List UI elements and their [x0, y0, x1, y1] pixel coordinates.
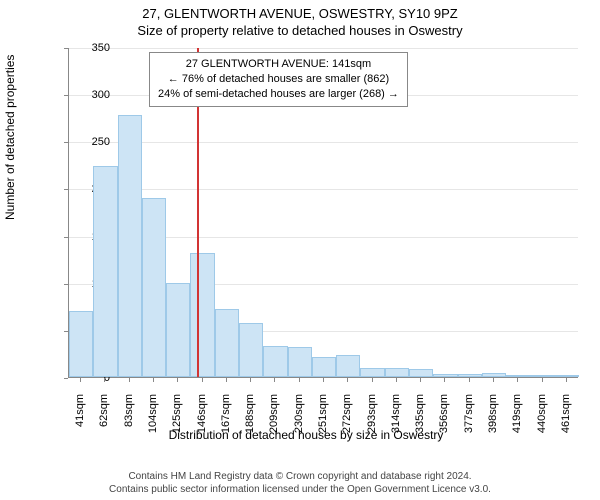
histogram-bar [190, 253, 214, 377]
histogram-bar [530, 375, 554, 377]
x-tick-mark [202, 378, 203, 382]
x-tick-mark [469, 378, 470, 382]
histogram-bar [433, 374, 457, 377]
x-tick-mark [274, 378, 275, 382]
histogram-bar [93, 166, 117, 377]
x-tick-mark [566, 378, 567, 382]
x-tick-mark [323, 378, 324, 382]
grid-line [69, 142, 578, 143]
histogram-bar [409, 369, 433, 377]
y-tick-mark [64, 95, 68, 96]
footer-line2: Contains public sector information licen… [0, 483, 600, 496]
plot-area: 27 GLENTWORTH AVENUE: 141sqm ← 76% of de… [68, 48, 578, 378]
x-tick-mark [517, 378, 518, 382]
x-tick-label: 314sqm [390, 394, 402, 436]
y-tick-mark [64, 284, 68, 285]
x-tick-mark [493, 378, 494, 382]
x-tick-label: 146sqm [196, 394, 208, 436]
x-tick-label: 461sqm [560, 394, 572, 436]
histogram-bar [166, 283, 190, 377]
y-tick-label: 300 [70, 89, 110, 101]
histogram-bar [506, 375, 530, 377]
x-tick-label: 398sqm [487, 394, 499, 436]
x-tick-label: 356sqm [438, 394, 450, 436]
x-tick-mark [542, 378, 543, 382]
chart-wrap: Number of detached properties 27 GLENTWO… [28, 48, 584, 418]
grid-line [69, 48, 578, 49]
histogram-bar [215, 309, 239, 377]
histogram-bar [336, 355, 360, 377]
histogram-bar [288, 347, 312, 377]
x-tick-mark [420, 378, 421, 382]
y-tick-mark [64, 378, 68, 379]
x-tick-label: 293sqm [366, 394, 378, 436]
histogram-bar [263, 346, 287, 377]
x-tick-label: 272sqm [341, 394, 353, 436]
histogram-bar [239, 323, 263, 377]
info-line1: 27 GLENTWORTH AVENUE: 141sqm [158, 57, 399, 72]
x-axis-label: Distribution of detached houses by size … [28, 428, 584, 442]
x-tick-label: 209sqm [268, 394, 280, 436]
histogram-bar [69, 311, 93, 377]
footer-line1: Contains HM Land Registry data © Crown c… [0, 470, 600, 483]
x-tick-label: 167sqm [220, 394, 232, 436]
chart-container: 27, GLENTWORTH AVENUE, OSWESTRY, SY10 9P… [0, 0, 600, 500]
y-tick-mark [64, 189, 68, 190]
x-tick-mark [396, 378, 397, 382]
x-tick-label: 230sqm [293, 394, 305, 436]
y-tick-mark [64, 142, 68, 143]
x-tick-mark [299, 378, 300, 382]
footer: Contains HM Land Registry data © Crown c… [0, 470, 600, 496]
info-line2: ← 76% of detached houses are smaller (86… [158, 72, 399, 87]
x-tick-label: 251sqm [317, 394, 329, 436]
histogram-bar [360, 368, 384, 377]
x-tick-label: 335sqm [414, 394, 426, 436]
x-tick-mark [129, 378, 130, 382]
title-address: 27, GLENTWORTH AVENUE, OSWESTRY, SY10 9P… [0, 0, 600, 21]
y-axis-label: Number of detached properties [3, 55, 17, 220]
x-tick-label: 125sqm [171, 394, 183, 436]
y-tick-mark [64, 237, 68, 238]
x-tick-label: 104sqm [147, 394, 159, 436]
x-tick-label: 440sqm [536, 394, 548, 436]
y-tick-mark [64, 331, 68, 332]
x-tick-mark [347, 378, 348, 382]
x-tick-mark [372, 378, 373, 382]
histogram-bar [458, 374, 482, 377]
x-tick-mark [80, 378, 81, 382]
histogram-bar [555, 375, 579, 377]
info-line3: 24% of semi-detached houses are larger (… [158, 87, 399, 102]
x-tick-label: 62sqm [98, 394, 110, 436]
x-tick-label: 41sqm [74, 394, 86, 436]
x-tick-label: 419sqm [511, 394, 523, 436]
x-tick-mark [444, 378, 445, 382]
info-box: 27 GLENTWORTH AVENUE: 141sqm ← 76% of de… [149, 52, 408, 107]
grid-line [69, 189, 578, 190]
y-tick-label: 350 [70, 42, 110, 54]
y-tick-mark [64, 48, 68, 49]
histogram-bar [482, 373, 506, 377]
x-tick-label: 377sqm [463, 394, 475, 436]
y-tick-label: 250 [70, 136, 110, 148]
histogram-bar [118, 115, 142, 377]
x-tick-mark [177, 378, 178, 382]
title-subtitle: Size of property relative to detached ho… [0, 21, 600, 38]
x-tick-label: 83sqm [123, 394, 135, 436]
histogram-bar [312, 357, 336, 377]
x-tick-label: 188sqm [244, 394, 256, 436]
x-tick-mark [250, 378, 251, 382]
histogram-bar [142, 198, 166, 377]
x-tick-mark [226, 378, 227, 382]
x-tick-mark [104, 378, 105, 382]
x-tick-mark [153, 378, 154, 382]
histogram-bar [385, 368, 409, 377]
